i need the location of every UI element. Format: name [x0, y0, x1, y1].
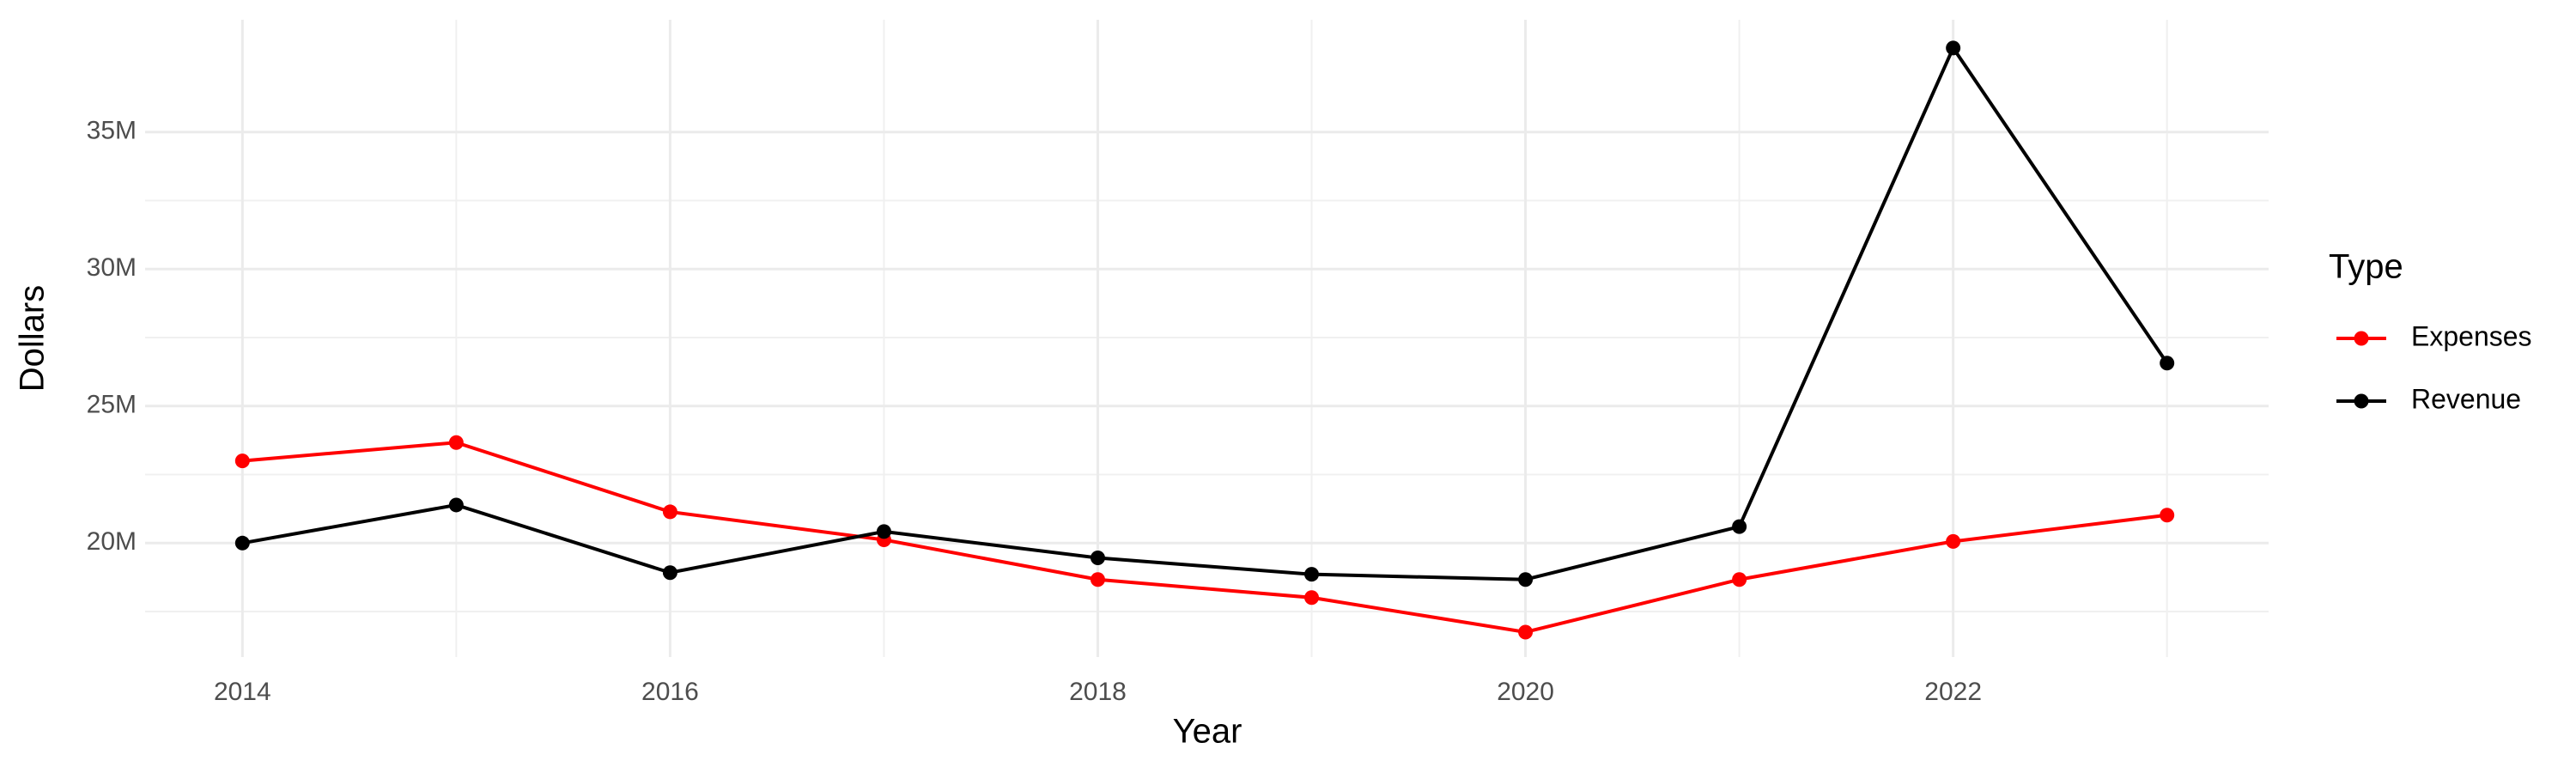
- data-point: [662, 565, 677, 581]
- x-tick-label: 2014: [214, 678, 271, 706]
- x-tick-label: 2018: [1069, 678, 1127, 706]
- data-point: [234, 453, 250, 469]
- data-point: [1946, 40, 1961, 56]
- data-point: [2160, 356, 2175, 371]
- legend-title: Type: [2329, 248, 2403, 286]
- y-tick-label: 35M: [87, 117, 137, 145]
- y-tick-label: 25M: [87, 391, 137, 419]
- legend-key-point: [2354, 393, 2369, 409]
- legend-label: Expenses: [2411, 320, 2532, 351]
- series-line: [242, 441, 2167, 635]
- x-tick-label: 2020: [1497, 678, 1554, 706]
- data-point: [662, 504, 677, 520]
- legend-label: Revenue: [2411, 383, 2521, 414]
- data-point: [448, 497, 464, 513]
- data-point: [876, 524, 891, 539]
- data-point: [2160, 508, 2175, 523]
- data-point: [448, 435, 464, 450]
- y-tick-label: 20M: [87, 527, 137, 556]
- x-tick-label: 2022: [1924, 678, 1982, 706]
- legend-key-point: [2354, 331, 2369, 346]
- data-point: [1946, 533, 1961, 549]
- data-point: [1090, 551, 1105, 566]
- data-point: [1090, 572, 1105, 587]
- x-tick-label: 2016: [641, 678, 699, 706]
- data-point: [234, 535, 250, 551]
- data-point: [1732, 519, 1747, 534]
- x-axis-title: Year: [1173, 713, 1242, 751]
- data-point: [1732, 572, 1747, 587]
- data-point: [1304, 590, 1320, 606]
- y-axis-title: Dollars: [14, 285, 52, 392]
- data-point: [1518, 624, 1534, 640]
- data-point: [1304, 567, 1320, 582]
- series-line: [241, 44, 2169, 581]
- y-tick-label: 30M: [87, 253, 137, 282]
- data-point: [1518, 572, 1534, 587]
